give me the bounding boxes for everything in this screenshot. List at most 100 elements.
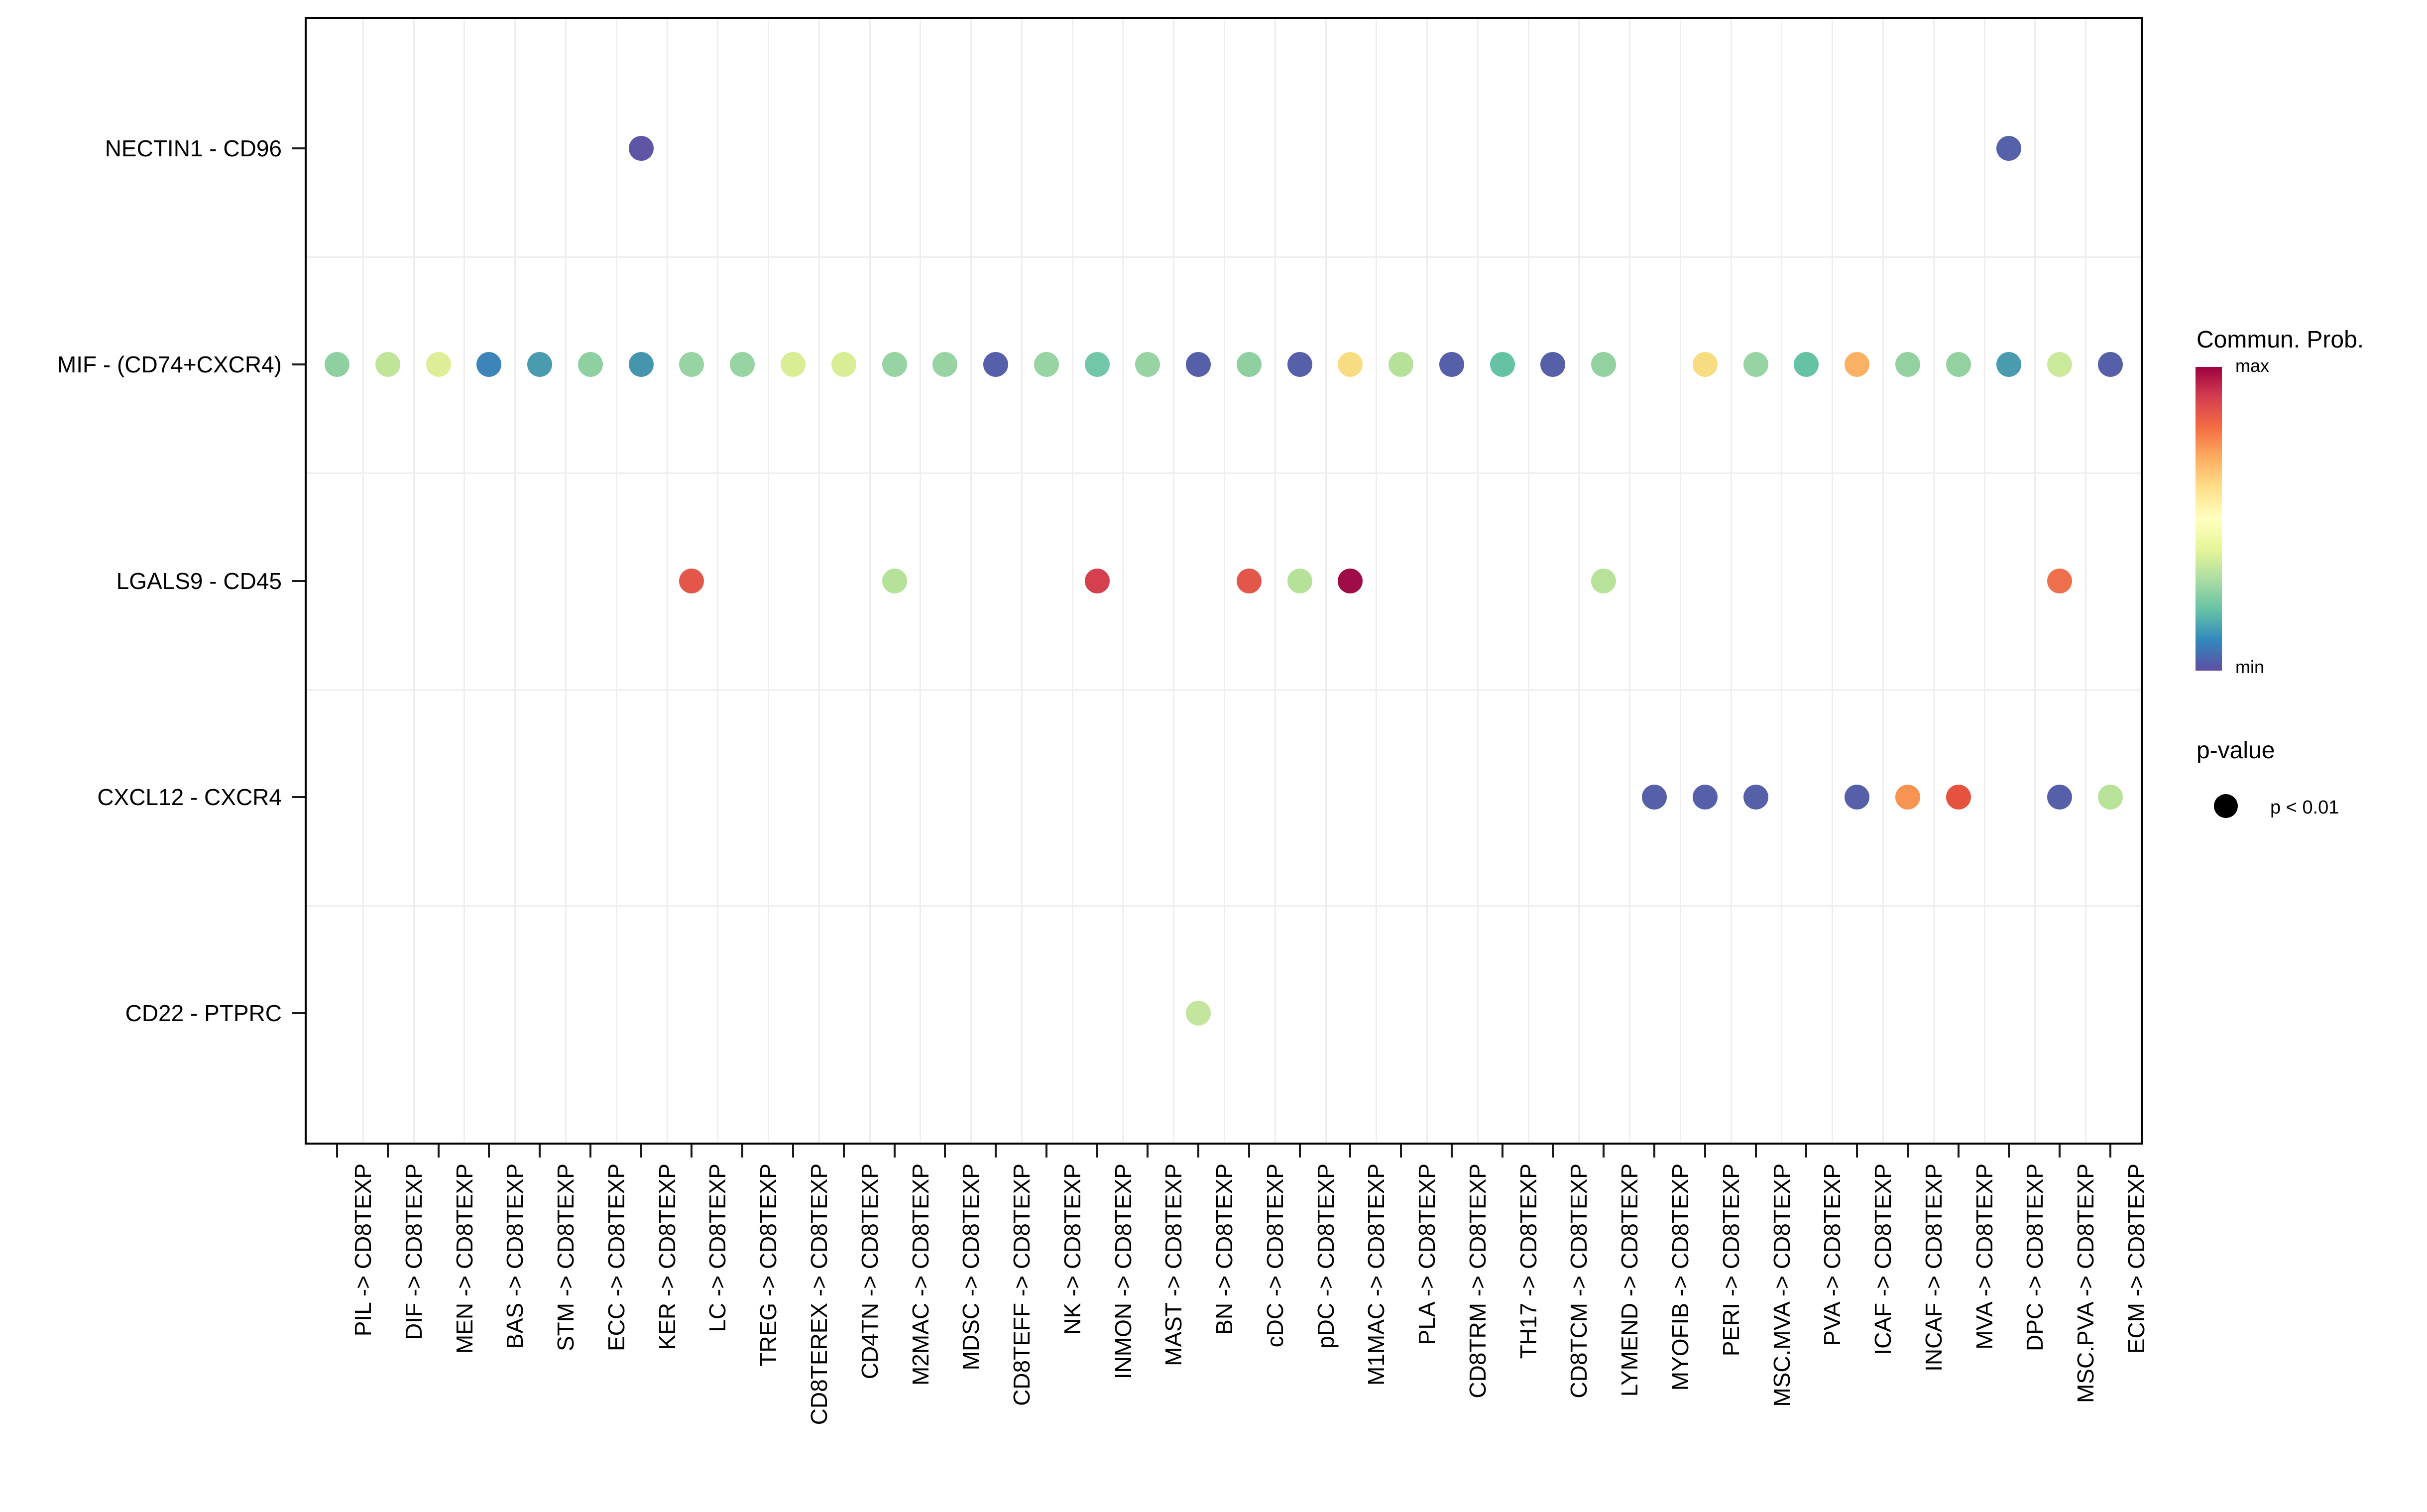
data-point: [730, 352, 755, 377]
grid-line-vertical: [1578, 19, 1580, 1143]
x-axis-tick: [438, 1145, 440, 1158]
x-axis-tick: [944, 1145, 946, 1158]
grid-line-vertical: [1173, 19, 1174, 1143]
x-axis-label: CD8TEREX -> CD8TEXP: [806, 1163, 832, 1425]
x-axis-tick: [1400, 1145, 1402, 1158]
data-point: [1540, 352, 1565, 377]
x-axis-tick: [336, 1145, 338, 1158]
grid-line-vertical: [413, 19, 415, 1143]
grid-line-vertical: [1731, 19, 1732, 1143]
x-axis-tick: [2109, 1145, 2111, 1158]
x-axis-label: TH17 -> CD8TEXP: [1515, 1163, 1541, 1359]
x-axis-label: PVA -> CD8TEXP: [1819, 1163, 1845, 1346]
grid-line-vertical: [1832, 19, 1833, 1143]
x-axis-label: CD8TEFF -> CD8TEXP: [1009, 1163, 1035, 1406]
x-axis-tick: [589, 1145, 591, 1158]
data-point: [1237, 352, 1262, 377]
x-axis-tick: [792, 1145, 794, 1158]
data-point: [1135, 352, 1160, 377]
x-axis-label: ICAF -> CD8TEXP: [1870, 1163, 1896, 1355]
grid-line-vertical: [1072, 19, 1073, 1143]
x-axis-tick: [1856, 1145, 1858, 1158]
grid-line-vertical: [1629, 19, 1630, 1143]
data-point: [1591, 569, 1616, 593]
x-axis-tick: [1907, 1145, 1909, 1158]
grid-line-vertical: [717, 19, 718, 1143]
x-axis-tick: [2008, 1145, 2010, 1158]
data-point: [2047, 352, 2072, 377]
grid-line-vertical: [463, 19, 465, 1143]
x-axis-tick: [1045, 1145, 1047, 1158]
x-axis-label: MSC.PVA -> CD8TEXP: [2073, 1163, 2098, 1403]
grid-line-vertical: [920, 19, 921, 1143]
x-axis-label: KER -> CD8TEXP: [654, 1163, 680, 1350]
colorbar-title: Commun. Prob.: [2196, 327, 2364, 353]
x-axis-tick: [640, 1145, 642, 1158]
x-axis-label: CD8TCM -> CD8TEXP: [1566, 1163, 1592, 1398]
data-point: [1591, 352, 1616, 377]
data-point: [629, 352, 654, 377]
x-axis-tick: [1502, 1145, 1503, 1158]
y-axis-label: MIF - (CD74+CXCR4): [57, 351, 282, 377]
grid-line-vertical: [869, 19, 871, 1143]
colorbar-gradient: [2196, 367, 2222, 671]
data-point: [1946, 352, 1971, 377]
colorbar-max-label: max: [2235, 355, 2270, 376]
y-axis-label: CXCL12 - CXCR4: [97, 784, 282, 810]
x-axis-label: LC -> CD8TEXP: [704, 1163, 730, 1332]
grid-line-vertical: [1882, 19, 1884, 1143]
x-axis-tick: [488, 1145, 490, 1158]
data-point: [1946, 785, 1971, 810]
grid-line-vertical: [1477, 19, 1479, 1143]
data-point: [1439, 352, 1464, 377]
x-axis-tick: [1147, 1145, 1149, 1158]
colorbar-min-label: min: [2235, 657, 2265, 677]
grid-line-vertical: [2034, 19, 2036, 1143]
grid-line-vertical: [667, 19, 668, 1143]
x-axis-label: TREG -> CD8TEXP: [755, 1163, 781, 1367]
data-point: [831, 352, 856, 377]
x-axis-label: pDC -> CD8TEXP: [1313, 1163, 1339, 1349]
data-point: [1693, 785, 1718, 810]
data-point: [679, 352, 704, 377]
grid-line-vertical: [1528, 19, 1529, 1143]
data-point: [1338, 352, 1363, 377]
data-point: [1186, 1001, 1211, 1026]
y-axis-label: CD22 - PTPRC: [125, 1000, 282, 1026]
x-axis-tick: [843, 1145, 845, 1158]
x-axis-tick: [1451, 1145, 1453, 1158]
data-point: [882, 569, 907, 593]
x-axis-label: PERI -> CD8TEXP: [1718, 1163, 1744, 1357]
y-axis-tick: [292, 580, 305, 582]
data-point: [2098, 352, 2123, 377]
data-point: [476, 352, 501, 377]
x-axis-tick: [1197, 1145, 1199, 1158]
grid-line-vertical: [1426, 19, 1428, 1143]
grid-line-horizontal: [307, 689, 2141, 691]
grid-line-vertical: [818, 19, 820, 1143]
x-axis-tick: [1248, 1145, 1250, 1158]
x-axis-label: LYMEND -> CD8TEXP: [1617, 1163, 1642, 1397]
x-axis-label: PLA -> CD8TEXP: [1414, 1163, 1440, 1345]
x-axis-label: ECC -> CD8TEXP: [603, 1163, 629, 1352]
x-axis-tick: [691, 1145, 693, 1158]
grid-line-vertical: [1376, 19, 1377, 1143]
x-axis-tick: [1704, 1145, 1706, 1158]
y-axis-label: LGALS9 - CD45: [116, 568, 282, 594]
y-axis-label: NECTIN1 - CD96: [105, 135, 282, 161]
data-point: [629, 136, 654, 161]
x-axis-label: BAS -> CD8TEXP: [502, 1163, 528, 1349]
grid-line-vertical: [2085, 19, 2086, 1143]
grid-line-vertical: [1274, 19, 1276, 1143]
x-axis-tick: [2059, 1145, 2061, 1158]
x-axis-label: MYOFIB -> CD8TEXP: [1667, 1163, 1693, 1391]
grid-line-vertical: [565, 19, 567, 1143]
x-axis-tick: [1755, 1145, 1757, 1158]
data-point: [1794, 352, 1819, 377]
grid-line-vertical: [514, 19, 516, 1143]
data-point: [1996, 352, 2021, 377]
grid-line-horizontal: [307, 256, 2141, 258]
grid-line-vertical: [1325, 19, 1327, 1143]
data-point: [1845, 785, 1869, 810]
